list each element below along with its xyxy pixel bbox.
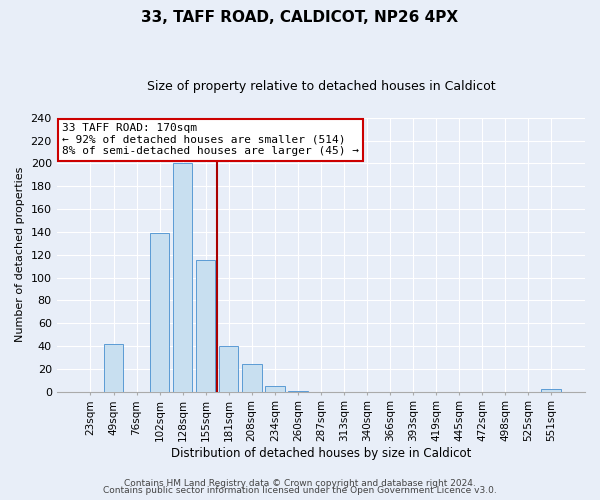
Bar [219,346,238,392]
Bar [173,164,193,392]
Text: 33, TAFF ROAD, CALDICOT, NP26 4PX: 33, TAFF ROAD, CALDICOT, NP26 4PX [142,10,458,25]
Bar [104,344,123,392]
Bar [265,386,284,392]
Text: Contains public sector information licensed under the Open Government Licence v3: Contains public sector information licen… [103,486,497,495]
Bar [150,233,169,392]
Bar [288,390,308,392]
X-axis label: Distribution of detached houses by size in Caldicot: Distribution of detached houses by size … [170,447,471,460]
Title: Size of property relative to detached houses in Caldicot: Size of property relative to detached ho… [146,80,495,93]
Text: Contains HM Land Registry data © Crown copyright and database right 2024.: Contains HM Land Registry data © Crown c… [124,478,476,488]
Bar [196,260,215,392]
Bar [242,364,262,392]
Bar [541,390,561,392]
Text: 33 TAFF ROAD: 170sqm
← 92% of detached houses are smaller (514)
8% of semi-detac: 33 TAFF ROAD: 170sqm ← 92% of detached h… [62,124,359,156]
Y-axis label: Number of detached properties: Number of detached properties [15,167,25,342]
